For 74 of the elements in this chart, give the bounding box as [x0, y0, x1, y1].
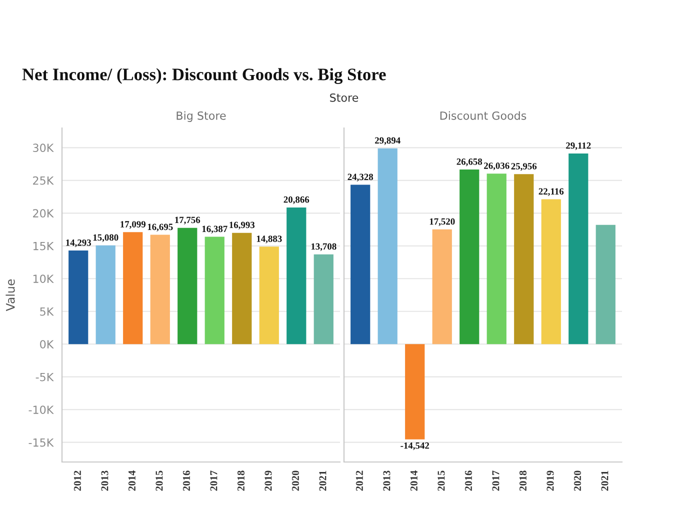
- bar: [541, 199, 561, 344]
- bar: [378, 148, 398, 344]
- y-tick-label: -5K: [36, 372, 54, 382]
- data-label: 16,695: [148, 224, 173, 232]
- data-label: -14,542: [400, 442, 430, 450]
- chart-subtitle: Big Store: [176, 111, 226, 122]
- bar: [514, 174, 534, 344]
- data-label: 17,099: [120, 221, 146, 229]
- data-label: 29,894: [375, 137, 400, 146]
- bar: [568, 153, 588, 344]
- x-tick-label: 2016: [464, 470, 472, 491]
- x-tick-label: 2013: [101, 470, 108, 491]
- y-tick-label: -10K: [28, 406, 54, 414]
- y-tick-label: 25K: [33, 176, 54, 185]
- x-tick-label: 2015: [438, 470, 445, 491]
- x-tick-label: 2017: [492, 470, 500, 491]
- y-tick-label: 20K: [33, 209, 54, 218]
- x-tick-label: 2013: [383, 470, 390, 491]
- bar: [350, 184, 370, 344]
- bar: [178, 228, 198, 344]
- bar: [432, 229, 452, 344]
- data-label: 16,387: [202, 226, 228, 234]
- x-tick-label: 2021: [601, 470, 608, 491]
- bar: [232, 232, 252, 344]
- bar: [259, 246, 279, 344]
- x-tick-label: 2018: [237, 470, 244, 491]
- bar: [286, 207, 306, 344]
- bar: [405, 344, 425, 440]
- text: Store: [330, 93, 358, 102]
- data-label: 26,658: [456, 158, 482, 166]
- data-label: 26,036: [484, 162, 510, 170]
- data-label: 17,520: [430, 218, 455, 226]
- data-label: 14,293: [66, 239, 92, 248]
- y-tick-label: 5K: [40, 307, 54, 316]
- data-label: 14,883: [256, 236, 282, 244]
- bar: [204, 236, 224, 344]
- x-tick-label: 2020: [292, 470, 299, 491]
- x-tick-label: 2016: [182, 470, 190, 491]
- x-tick-label: 2014: [410, 470, 418, 491]
- y-tick-label: 0K: [40, 340, 54, 348]
- y-tick-label: 10K: [33, 274, 54, 284]
- y-tick-label: -15K: [28, 438, 54, 447]
- bar: [96, 245, 116, 344]
- bar: [486, 174, 506, 344]
- data-label: 20,866: [284, 196, 310, 204]
- data-label: 24,328: [348, 174, 374, 182]
- bar: [123, 232, 143, 344]
- x-tick-label: 2012: [74, 470, 81, 491]
- data-label: 17,756: [175, 216, 200, 225]
- bar: [150, 234, 170, 344]
- bar: [460, 170, 480, 344]
- y-tick-label: 15K: [33, 242, 54, 250]
- x-tick-label: 2019: [546, 470, 554, 491]
- x-tick-label: 2019: [264, 470, 272, 491]
- x-tick-label: 2018: [519, 470, 526, 491]
- data-label: 15,080: [93, 234, 118, 242]
- bar: [596, 224, 616, 344]
- x-tick-label: 2015: [156, 470, 163, 491]
- bar: [68, 250, 88, 344]
- data-label: 16,993: [230, 222, 255, 230]
- y-axis-title: Value: [6, 279, 15, 312]
- x-tick-label: 2017: [210, 470, 218, 491]
- x-tick-label: 2021: [319, 470, 326, 491]
- data-label: 13,708: [311, 243, 336, 252]
- chart-title: Net Income/ (Loss): Discount Goods vs. Big Store: [22, 68, 386, 84]
- x-tick-label: 2012: [356, 470, 363, 491]
- x-tick-label: 2020: [574, 470, 581, 491]
- data-label: 29,112: [566, 142, 591, 150]
- data-label: 25,956: [511, 163, 537, 171]
- data-label: 22,116: [538, 188, 564, 196]
- bar: [314, 254, 334, 344]
- x-tick-label: 2014: [128, 470, 136, 491]
- y-tick-label: 30K: [33, 144, 54, 152]
- chart-subtitle: Discount Goods: [440, 111, 526, 120]
